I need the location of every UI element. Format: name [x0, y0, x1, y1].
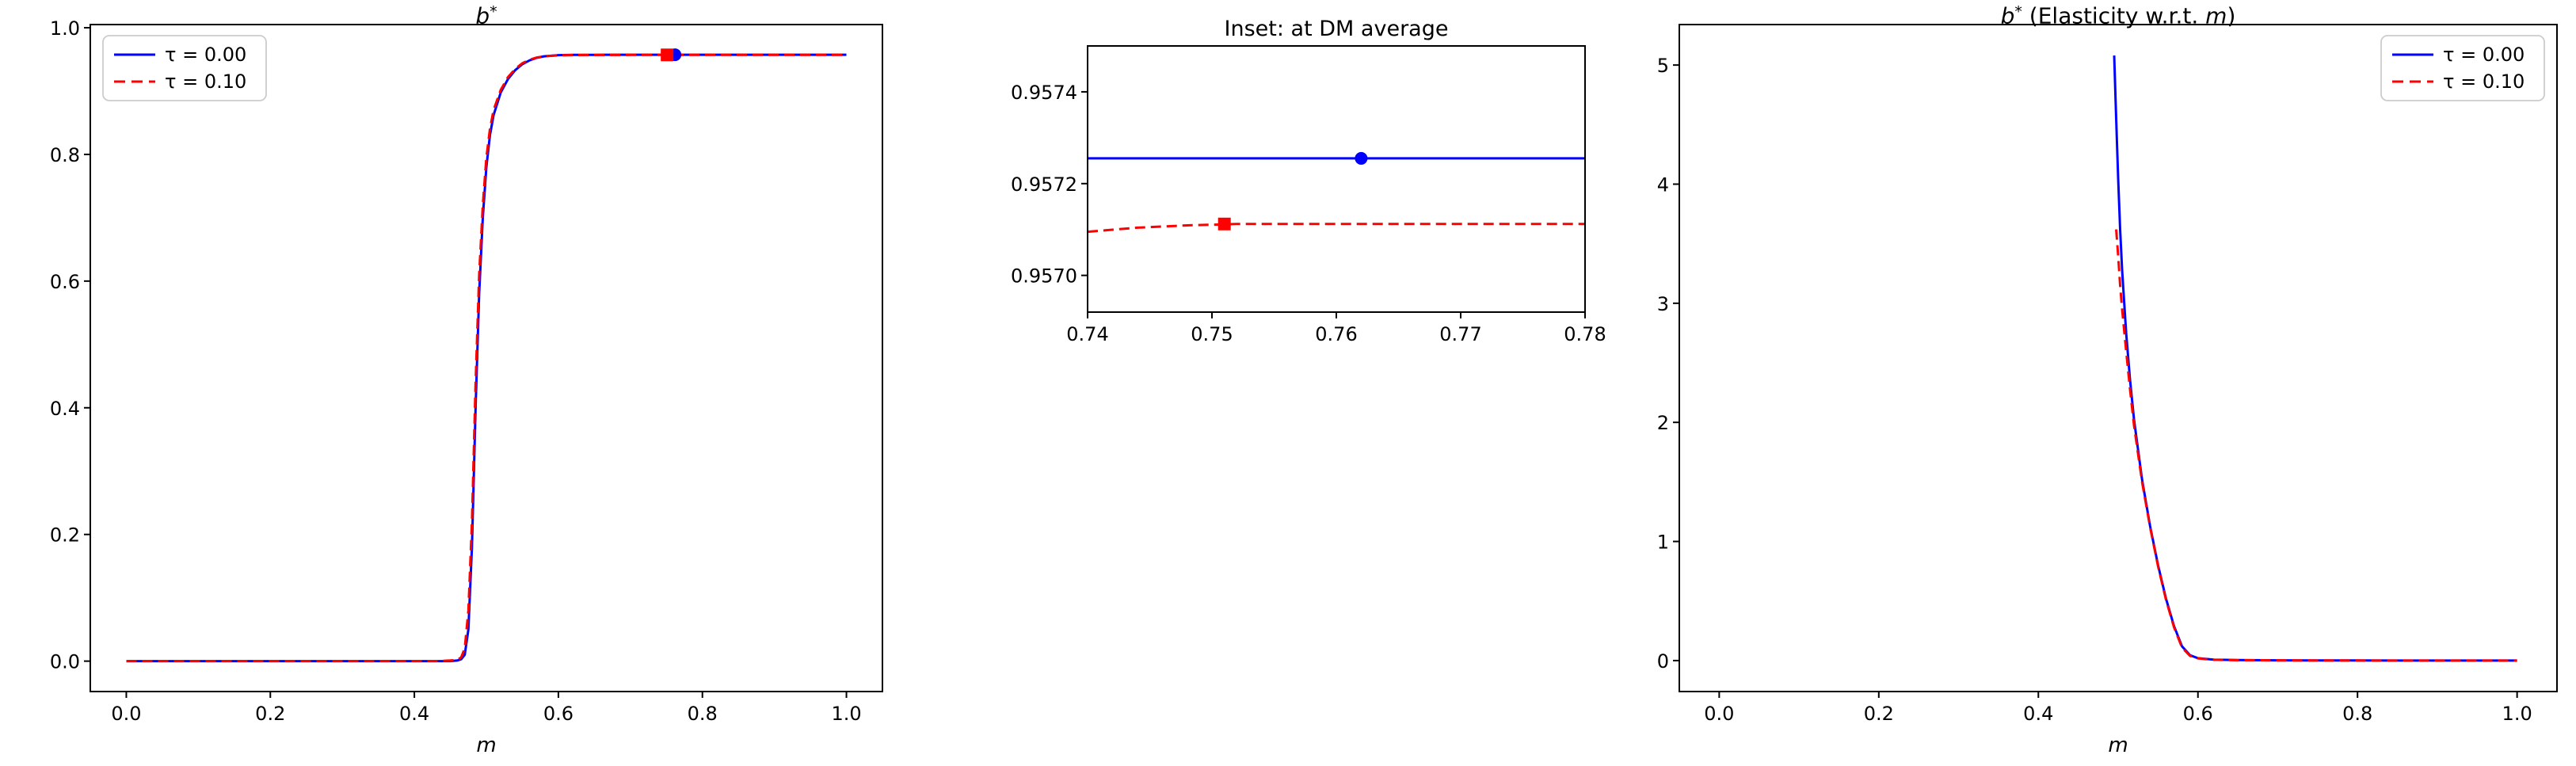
plot1-xtick-label: 0.4: [399, 703, 429, 725]
plot2-xtick-label: 0.76: [1315, 323, 1357, 345]
legend-entry-label: τ = 0.10: [2443, 71, 2525, 93]
plot3-xtick-label: 0.2: [1864, 703, 1894, 725]
plot2-xtick-label: 0.74: [1066, 323, 1108, 345]
plot1-axes: 0.0 0.2 0.4 0.6 0.8 1.0 0.0 0.2 0.4 0.6 0.8 1.0 τ = …: [50, 17, 883, 725]
plot1-legend: τ = 0.00 τ = 0.10: [102, 35, 267, 101]
plot3-ytick-label: 0: [1657, 650, 1669, 673]
plot1-ytick-label: 0.6: [50, 271, 80, 293]
plot1-title-star: *: [490, 3, 497, 21]
plot3-legend: τ = 0.00 τ = 0.10: [2380, 35, 2545, 101]
plot1-series-2: [126, 53, 847, 663]
plot2-title: Inset: at DM average: [1224, 17, 1449, 41]
plot3-ytick-label: 3: [1657, 293, 1669, 315]
plot3-title: b* (Elasticity w.r.t. m): [2001, 0, 2236, 29]
plot3-ytick-label: 4: [1657, 173, 1669, 196]
plot3-xtick-label: 0.0: [1704, 703, 1734, 725]
plot3-title-star: *: [2014, 3, 2022, 21]
plot3-series-2: [2115, 229, 2517, 662]
plot1-xtick-label: 0.2: [255, 703, 285, 725]
plot1-ytick-label: 0.4: [50, 398, 80, 420]
plot3-axes: 0.0 0.2 0.4 0.6 0.8 1.0 0 1 2 3 4 5 τ = 0.00 τ = 0.10: [1657, 24, 2558, 725]
plot3-xlabel: m: [2108, 734, 2128, 757]
plot1-xtick-label: 0.8: [688, 703, 718, 725]
plot2-ytick-label: 0.9570: [1011, 265, 1077, 288]
plot2-marker-square: [1218, 217, 1231, 231]
plot3-xtick-label: 0.6: [2183, 703, 2213, 725]
plot1-title-var: b: [475, 2, 490, 29]
plot3-xtick-label: 0.4: [2023, 703, 2053, 725]
plot3-xtick-label: 1.0: [2502, 703, 2532, 725]
plot2-axes: 0.74 0.75 0.76 0.77 0.78 0.9570 0.9572 0.9574: [1011, 45, 1606, 345]
plot2-spines: [1087, 45, 1586, 313]
plot2-marker-circle: [1355, 151, 1368, 165]
plot2-ytick-label: 0.9574: [1011, 82, 1077, 104]
plot3-title-text: (Elasticity w.r.t.: [2022, 2, 2206, 29]
plot1-xtick-label: 0.0: [111, 703, 141, 725]
legend-entry-label: τ = 0.10: [165, 71, 246, 93]
plot1-marker-square: [661, 48, 674, 62]
plot1-ytick-label: 1.0: [50, 17, 80, 40]
plot2-series-2: [1087, 223, 1585, 234]
plot3-xtick-label: 0.8: [2342, 703, 2372, 725]
plot1-ytick-label: 0.8: [50, 144, 80, 166]
plot1-ytick-label: 0.0: [50, 651, 80, 673]
plot1-xtick-label: 0.6: [543, 703, 574, 725]
legend-box: [2380, 35, 2545, 101]
plot3-series-1: [2113, 55, 2517, 662]
plot3-ytick-label: 5: [1657, 55, 1669, 77]
plot1-xtick-label: 1.0: [831, 703, 861, 725]
plot1-series-1: [126, 53, 847, 663]
plot1-title: b*: [475, 0, 497, 29]
legend-box: [102, 35, 267, 101]
plot2-xtick-label: 0.77: [1439, 323, 1481, 345]
plot1-xlabel: m: [476, 734, 497, 757]
legend-entry-label: τ = 0.00: [165, 44, 246, 66]
plot3-title-var: b: [2000, 2, 2015, 29]
legend-entry-label: τ = 0.00: [2443, 44, 2525, 66]
plot2-xtick-label: 0.75: [1191, 323, 1233, 345]
plot3-ytick-label: 2: [1657, 412, 1669, 434]
plot3-spines: [1679, 24, 2558, 692]
plot1-spines: [90, 24, 883, 692]
plot2-ytick-label: 0.9572: [1011, 173, 1077, 196]
plot3-ytick-label: 1: [1657, 532, 1669, 554]
plot1-ytick-label: 0.2: [50, 524, 80, 547]
plot3-title-close: ): [2227, 2, 2236, 29]
plot3-title-m: m: [2205, 2, 2227, 29]
plot2-xtick-label: 0.78: [1564, 323, 1606, 345]
